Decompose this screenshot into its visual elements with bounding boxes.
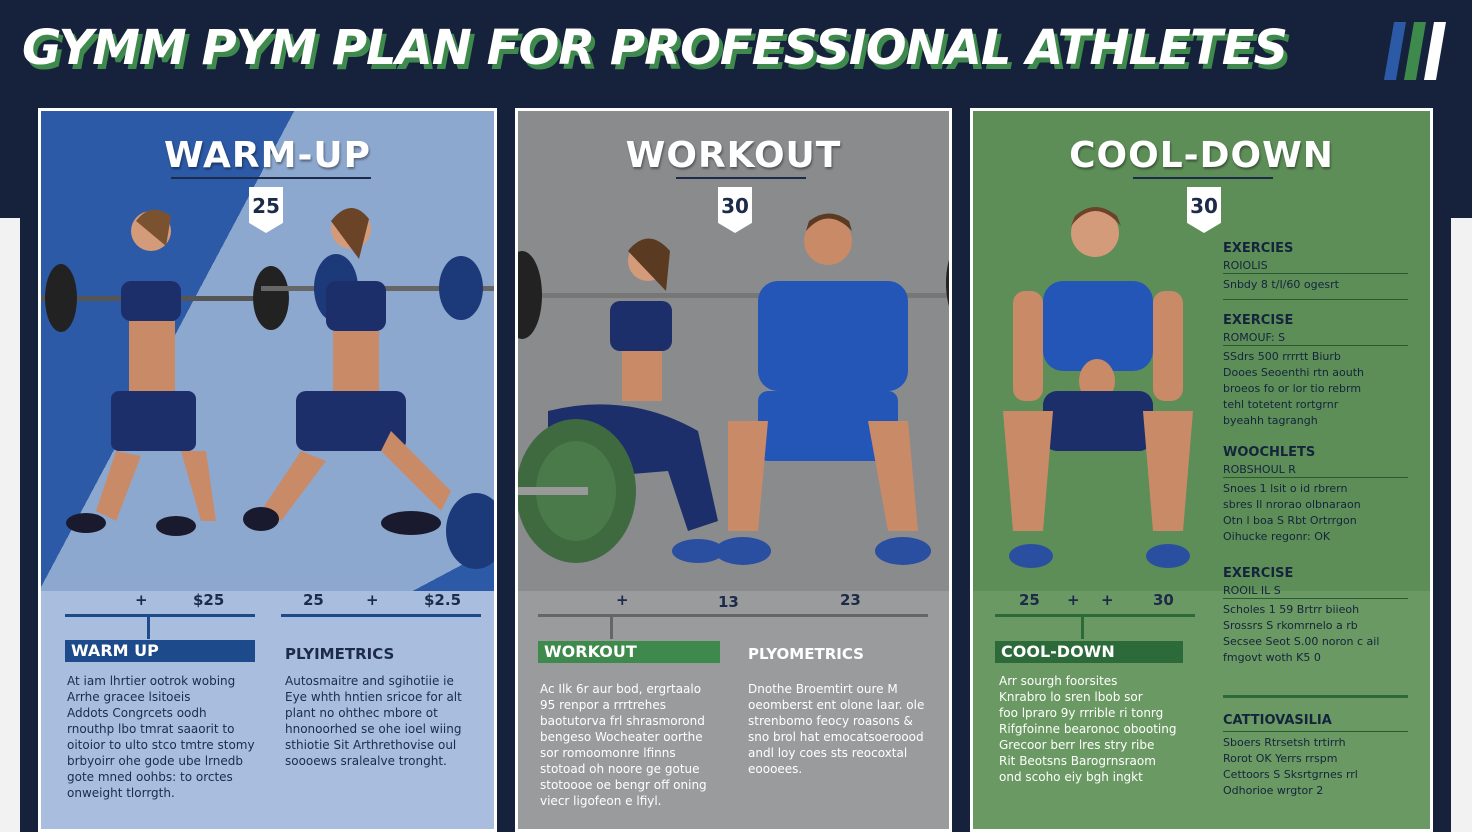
athletes-illustration xyxy=(518,213,949,565)
exercise-subtitle: ROIOLIS xyxy=(1223,259,1268,272)
exercise-subtitle: ROOIL IL S xyxy=(1223,584,1281,597)
section-text: At iam lhrtier ootrok wobing Arrhe grace… xyxy=(67,674,255,800)
brand-logo-icon xyxy=(1384,22,1446,80)
exercise-title: EXERCIES xyxy=(1223,241,1294,256)
page-title: GYMM PYM PLAN FOR PROFESSIONAL ATHLETES xyxy=(22,20,1288,76)
stat-value: $25 xyxy=(193,591,225,609)
exercise-details: Sboers Rtrsetsh trtirrh Rorot OK Yerrs r… xyxy=(1223,736,1358,797)
section-text: Arr sourgh foorsites Knrabro lo sren lbo… xyxy=(999,674,1177,784)
divider xyxy=(1223,299,1408,300)
frame-bar xyxy=(20,218,38,832)
exercise-details: Scholes 1 59 Brtrr biieoh Srossrs S rkom… xyxy=(1223,603,1380,664)
exercise-title: WOOCHLETS xyxy=(1223,445,1316,460)
stat-value: + xyxy=(366,591,379,609)
badge-value: 30 xyxy=(1190,194,1218,218)
athlete-illustration xyxy=(1003,207,1193,568)
workout-panel: WORKOUT 30 + 13 23 WORKOUT PLYOMETRICS A… xyxy=(515,108,952,832)
stat-value: + xyxy=(135,591,148,609)
stat-value: 13 xyxy=(718,593,739,611)
section-text: Dnothe Broemtirt oure M oeomberst ent ol… xyxy=(748,682,925,776)
stat-value: $2.5 xyxy=(424,591,462,609)
divider xyxy=(1223,477,1408,478)
exercise-subtitle: ROBSHOUL R xyxy=(1223,463,1296,476)
exercise-details: SSdrs 500 rrrrtt Biurb Dooes Seoenthi rt… xyxy=(1223,350,1365,427)
section-subheading: PLYOMETRICS xyxy=(748,645,864,663)
frame-bar xyxy=(952,218,970,832)
divider xyxy=(1081,617,1084,639)
athletes-illustration xyxy=(41,207,494,569)
exercise-title: EXERCISE xyxy=(1223,566,1294,581)
exercise-details: Snbdy 8 t/I/60 ogesrt xyxy=(1223,278,1339,291)
stat-value: + xyxy=(616,591,629,609)
panel-lower-section xyxy=(973,591,1430,829)
divider xyxy=(1223,273,1408,274)
section-text: Autosmaitre and sgihotiie ie Eye whth hn… xyxy=(285,674,462,768)
badge-value: 25 xyxy=(252,194,280,218)
divider xyxy=(538,614,928,617)
divider xyxy=(610,617,613,639)
section-label: WORKOUT xyxy=(538,641,720,663)
divider xyxy=(1223,695,1408,698)
divider xyxy=(1133,177,1273,179)
stat-value: 30 xyxy=(1153,591,1174,609)
divider xyxy=(65,614,255,617)
stat-value: 23 xyxy=(840,591,861,609)
stat-value: 25 xyxy=(1019,591,1040,609)
duration-badge: 25 xyxy=(249,187,283,233)
divider xyxy=(676,177,806,179)
stat-value: + xyxy=(1067,591,1080,609)
exercise-title: CATTIOVASILIA xyxy=(1223,713,1332,728)
divider xyxy=(147,617,150,639)
section-subheading: PLYIMETRICS xyxy=(285,645,395,663)
cooldown-title: COOL-DOWN xyxy=(1069,135,1334,176)
exercise-title: EXERCISE xyxy=(1223,313,1294,328)
divider xyxy=(995,614,1195,617)
divider xyxy=(171,177,371,179)
frame-bar xyxy=(497,218,515,832)
panel-lower-section xyxy=(518,591,949,829)
duration-badge: 30 xyxy=(718,187,752,233)
stat-value: + xyxy=(1101,591,1114,609)
warmup-panel: WARM-UP 25 + $25 25 + $2 xyxy=(38,108,497,832)
divider xyxy=(281,614,481,617)
duration-badge: 30 xyxy=(1187,187,1221,233)
exercise-details: Snoes 1 lsit o id rbrern sbres Il nrorao… xyxy=(1223,482,1361,543)
section-label: WARM UP xyxy=(65,640,255,662)
divider xyxy=(1223,345,1408,346)
divider xyxy=(1223,598,1408,599)
badge-value: 30 xyxy=(721,194,749,218)
panel-lower-section xyxy=(41,591,494,829)
workout-title: WORKOUT xyxy=(625,135,842,176)
stat-value: 25 xyxy=(303,591,324,609)
warmup-title: WARM-UP xyxy=(163,135,372,176)
frame-bar xyxy=(1433,218,1451,832)
cooldown-panel: COOL-DOWN 30 EXERCIES ROIOLIS Snbdy 8 t/… xyxy=(970,108,1433,832)
section-label: COOL-DOWN xyxy=(995,641,1183,663)
section-text: Ac Ilk 6r aur bod, ergrtaalo 95 renpor a… xyxy=(540,682,707,808)
exercise-subtitle: ROMOUF: S xyxy=(1223,331,1286,344)
divider xyxy=(1223,731,1408,732)
